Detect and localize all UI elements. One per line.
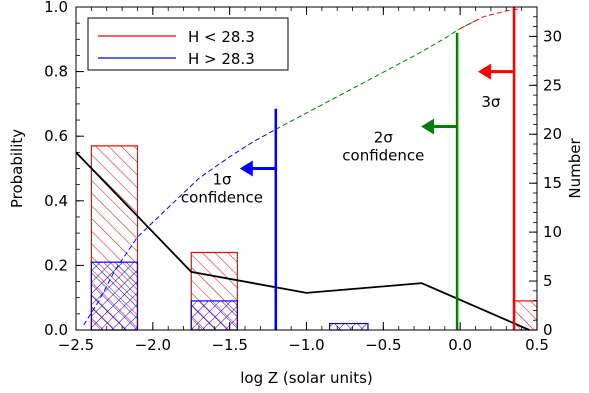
legend-box: [87, 17, 289, 71]
x-tick-label-4: −0.5: [365, 336, 401, 354]
y-right-tick-label-5: 25: [543, 76, 562, 94]
confidence-limits: 1σ confidence 2σ confidence 3σ: [181, 7, 516, 330]
cumulative-number-line-0: [83, 128, 277, 326]
confidence-label-2: 2σ confidence: [342, 129, 424, 165]
confidence-arrow-head-2: [421, 118, 435, 135]
histogram-bar-blue-1: [190, 300, 238, 331]
cumulative-number-line-1: [275, 20, 476, 130]
y-left-tick-label-1: 0.2: [44, 256, 68, 274]
y-right-tick-label-6: 30: [543, 27, 562, 45]
axis-ticks: −2.5 −2.0 −1.5 −1.0 −0.5 0.0 0.5 0.0 0.2 0.4 0.6 0.…: [44, 0, 562, 354]
y-left-tick-label-4: 0.8: [44, 63, 68, 81]
y-left-tick-label-0: 0.0: [44, 321, 68, 339]
x-tick-label-5: 0.0: [448, 336, 472, 354]
histogram-bars: [90, 145, 538, 331]
legend: H < 28.3 H > 28.3: [87, 17, 289, 71]
y-axis-label-right: Number: [566, 138, 584, 199]
y-right-tick-label-1: 5: [543, 272, 553, 290]
y-right-tick-label-2: 10: [543, 223, 562, 241]
y-left-tick-label-5: 1.0: [44, 0, 68, 16]
y-right-tick-label-0: 0: [543, 321, 553, 339]
probability-line: [75, 151, 530, 331]
confidence-label-1: 1σ confidence: [181, 171, 263, 207]
cumulative-number-line-2: [459, 8, 519, 29]
confidence-arrow-head-1: [239, 160, 253, 177]
confidence-arrow-head-3: [477, 63, 491, 80]
y-axis-label-left: Probability: [8, 129, 26, 208]
legend-label-1: H > 28.3: [188, 50, 255, 68]
x-tick-label-2: −1.5: [211, 336, 247, 354]
histogram-bar-blue-0: [90, 261, 139, 331]
x-axis-label: log Z (solar units): [240, 369, 373, 387]
x-tick-label-1: −2.0: [135, 336, 171, 354]
y-right-tick-label-3: 15: [543, 174, 562, 192]
confidence-label-3: 3σ: [481, 93, 501, 111]
y-left-tick-label-3: 0.6: [44, 127, 68, 145]
x-tick-label-3: −1.0: [288, 336, 324, 354]
x-tick-label-0: −2.5: [58, 336, 94, 354]
x-tick-label-6: 0.5: [525, 336, 549, 354]
histogram-bar-blue-2: [328, 322, 369, 331]
y-left-tick-label-2: 0.4: [44, 192, 68, 210]
legend-label-0: H < 28.3: [188, 28, 255, 46]
y-right-tick-label-4: 20: [543, 125, 562, 143]
